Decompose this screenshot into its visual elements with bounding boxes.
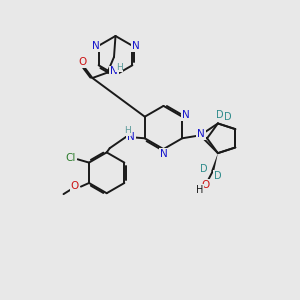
Polygon shape (211, 153, 218, 172)
Text: O: O (201, 180, 209, 190)
Text: N: N (197, 129, 205, 139)
Text: H: H (124, 126, 130, 135)
Text: N: N (127, 132, 135, 142)
Text: N: N (160, 148, 167, 159)
Text: N: N (182, 110, 190, 120)
Text: D: D (224, 112, 231, 122)
Text: H: H (196, 185, 203, 195)
Text: H: H (116, 63, 123, 72)
Text: D: D (214, 171, 222, 181)
Text: N: N (92, 41, 100, 51)
Text: D: D (200, 164, 207, 174)
Text: N: N (131, 41, 139, 51)
Text: O: O (78, 57, 86, 67)
Text: D: D (216, 110, 223, 120)
Text: O: O (71, 181, 79, 191)
Text: N: N (110, 66, 118, 76)
Text: Cl: Cl (66, 153, 76, 163)
